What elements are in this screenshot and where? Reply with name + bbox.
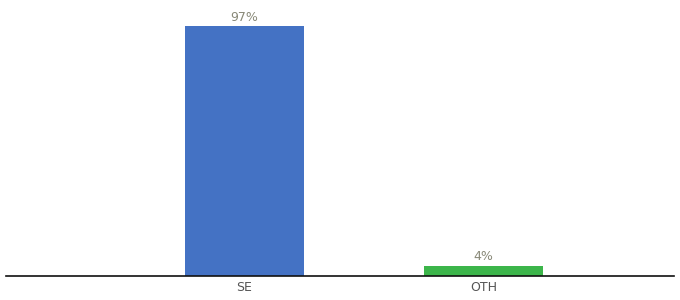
Text: 97%: 97% (231, 11, 258, 24)
Text: 4%: 4% (473, 250, 493, 263)
Bar (424, 266, 543, 276)
Bar (185, 26, 304, 276)
